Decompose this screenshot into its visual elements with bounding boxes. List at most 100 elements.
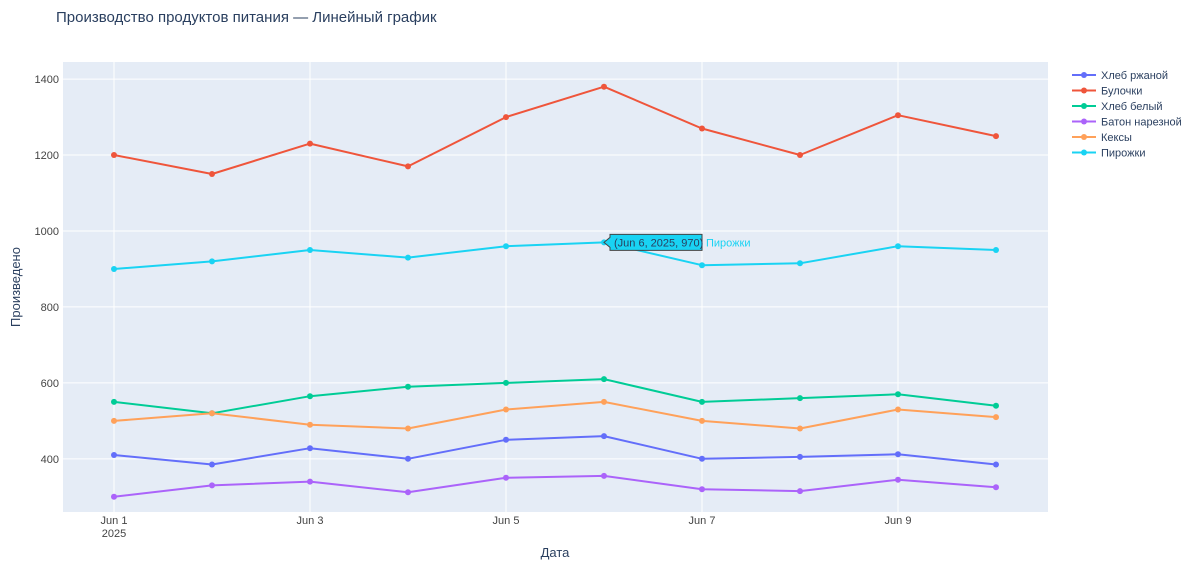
y-tick-label: 1400 <box>35 74 59 86</box>
data-point <box>503 243 509 250</box>
y-tick-label: 1200 <box>35 150 59 162</box>
data-point <box>797 395 803 402</box>
data-point <box>307 478 313 485</box>
data-point <box>209 482 215 489</box>
data-point <box>895 243 901 250</box>
y-tick-label: 600 <box>41 378 59 390</box>
data-point <box>307 445 313 452</box>
data-point <box>503 436 509 443</box>
data-point <box>797 152 803 158</box>
data-point <box>601 433 607 440</box>
data-point <box>895 391 901 398</box>
y-tick-label: 1000 <box>35 226 59 238</box>
y-axis-title: Произведено <box>8 247 23 327</box>
series-line <box>113 400 997 430</box>
data-point <box>307 393 313 400</box>
series-line <box>113 241 997 270</box>
series-line <box>113 435 997 466</box>
legend-swatch-marker <box>1081 87 1087 94</box>
data-point <box>405 163 411 170</box>
data-point <box>209 171 215 177</box>
series-2 <box>111 83 999 177</box>
y-axis-ticks: 400 600 800 1000 1200 1400 <box>35 74 59 466</box>
legend-item: Хлеб белый <box>1072 101 1163 113</box>
data-point <box>993 484 999 491</box>
legend-item: Кексы <box>1072 132 1132 144</box>
data-point <box>307 140 313 147</box>
legend-label: Пирожки <box>1101 148 1145 160</box>
legend-swatch-marker <box>1081 72 1087 78</box>
data-point <box>405 489 411 496</box>
data-point <box>895 406 901 413</box>
data-point <box>699 125 705 132</box>
legend-item: Хлеб ржаной <box>1072 70 1168 82</box>
data-point <box>699 417 705 424</box>
hover-series-label: Пирожки <box>706 237 750 249</box>
data-point <box>895 451 901 458</box>
x-tick-label: Jun 1 <box>101 515 128 527</box>
data-point <box>405 455 411 462</box>
legend-label: Хлеб белый <box>1101 101 1163 113</box>
data-point <box>993 247 999 253</box>
data-point <box>797 260 803 267</box>
data-point <box>699 455 705 462</box>
x-tick-label: Jun 7 <box>689 515 716 527</box>
data-point <box>405 425 411 432</box>
x-tick-label: Jun 9 <box>885 515 912 527</box>
data-point <box>699 486 705 493</box>
data-point <box>601 398 607 405</box>
data-point <box>797 425 803 432</box>
y-tick-label: 400 <box>41 454 59 466</box>
legend-item: Булочки <box>1072 86 1142 98</box>
plot-area <box>63 62 1048 512</box>
data-point <box>895 112 901 119</box>
data-point <box>699 398 705 405</box>
series-line <box>113 378 997 415</box>
y-tick-label: 800 <box>41 302 59 314</box>
legend-swatch-marker <box>1081 118 1087 125</box>
data-point <box>993 461 999 468</box>
series-1 <box>111 433 999 468</box>
legend-swatch-marker <box>1081 134 1087 140</box>
data-point <box>699 262 705 269</box>
data-point <box>503 474 509 481</box>
legend-label: Батон нарезной <box>1101 117 1182 129</box>
data-point <box>111 452 117 458</box>
data-point <box>993 402 999 409</box>
grid-lines <box>63 62 1048 512</box>
data-point <box>993 414 999 421</box>
data-point <box>601 83 607 90</box>
legend-swatch-marker <box>1081 149 1087 156</box>
data-point <box>111 152 117 158</box>
legend-swatch-marker <box>1081 103 1087 109</box>
hover-value-text: (Jun 6, 2025, 970) <box>614 237 703 249</box>
data-point <box>797 453 803 460</box>
data-point <box>111 493 117 500</box>
data-point <box>601 472 607 479</box>
legend: Хлеб ржаной Булочки Хлеб белый Батон нарезн… <box>1072 70 1182 160</box>
data-point <box>209 258 215 265</box>
data-point <box>209 410 215 417</box>
series-5 <box>111 398 999 432</box>
hover-box <box>603 233 703 251</box>
legend-label: Булочки <box>1101 86 1142 98</box>
data-point <box>601 376 607 383</box>
legend-label: Хлеб ржаной <box>1101 70 1168 82</box>
x-tick-label: Jun 3 <box>297 515 324 527</box>
hover-tooltip: (Jun 6, 2025, 970) Пирожки <box>603 233 750 251</box>
x-tick-label: Jun 5 <box>493 515 520 527</box>
data-point <box>111 398 117 405</box>
data-point <box>307 247 313 253</box>
chart-title: Производство продуктов питания — Линейны… <box>56 9 437 26</box>
data-point <box>111 266 117 272</box>
series-layer <box>111 83 999 500</box>
data-point <box>503 114 509 121</box>
data-point <box>209 461 215 468</box>
data-point <box>405 383 411 390</box>
data-point <box>307 421 313 428</box>
data-point <box>503 406 509 413</box>
x-tick-sublabel: 2025 <box>102 528 126 540</box>
series-line <box>113 474 997 498</box>
